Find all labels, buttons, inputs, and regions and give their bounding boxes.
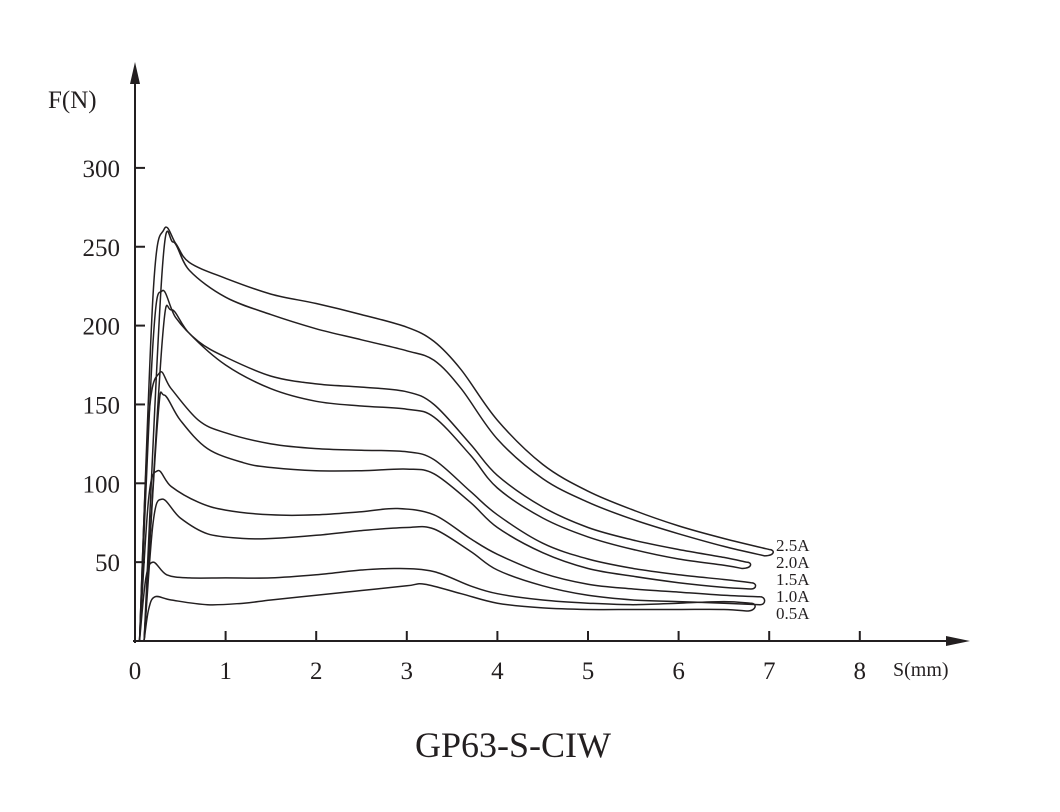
series-label: 1.0A <box>776 587 810 606</box>
series-loop-1-5A <box>138 371 757 642</box>
y-tick-label: 150 <box>83 392 121 419</box>
x-tick-label: 4 <box>491 658 504 685</box>
series-loop-0-5A <box>138 561 756 642</box>
y-axis-label: F(N) <box>48 87 97 114</box>
series-loop-2-0A <box>138 289 752 642</box>
y-tick-label: 300 <box>83 156 121 183</box>
x-axis-label: S(mm) <box>893 659 949 681</box>
x-axis-arrow-icon <box>946 636 970 646</box>
y-axis-arrow-icon <box>130 62 140 84</box>
series-loop-1-0A <box>138 469 766 642</box>
x-tick-label: 0 <box>129 658 142 685</box>
y-tick-label: 50 <box>95 550 120 577</box>
y-tick-label: 200 <box>83 314 121 341</box>
x-tick-label: 8 <box>854 658 867 685</box>
y-tick-label: 250 <box>83 235 121 262</box>
series-label: 2.5A <box>776 536 810 555</box>
series-loop-2-5A <box>138 226 774 642</box>
y-tick-label: 100 <box>83 471 121 498</box>
chart-title: GP63-S-CIW <box>415 725 611 765</box>
x-tick-label: 2 <box>310 658 323 685</box>
x-tick-label: 6 <box>672 658 685 685</box>
series-label: 0.5A <box>776 604 810 623</box>
series-label: 1.5A <box>776 570 810 589</box>
x-tick-label: 3 <box>401 658 414 685</box>
x-tick-label: 7 <box>763 658 776 685</box>
x-tick-label: 1 <box>219 658 232 685</box>
series-label: 2.0A <box>776 553 810 572</box>
x-tick-label: 5 <box>582 658 595 685</box>
